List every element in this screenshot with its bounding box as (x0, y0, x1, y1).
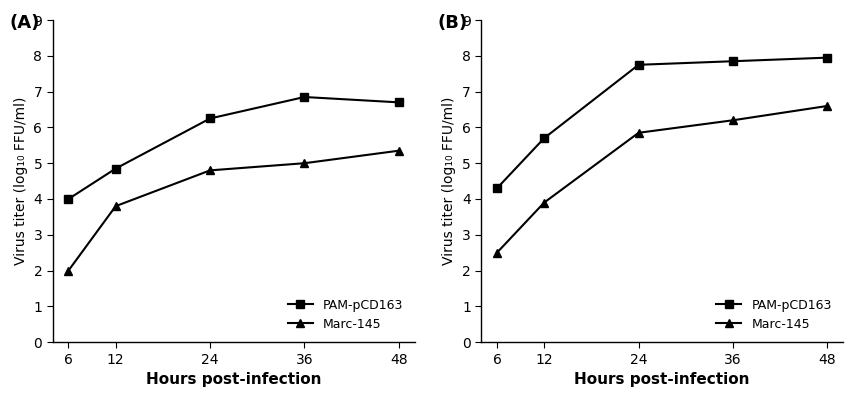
Legend: PAM-pCD163, Marc-145: PAM-pCD163, Marc-145 (283, 294, 409, 336)
PAM-pCD163 (393, 100, 404, 105)
PAM-pCD163 (539, 136, 549, 141)
Line: Marc-145: Marc-145 (64, 146, 403, 275)
PAM-pCD163 (63, 196, 74, 201)
Marc-145 (633, 130, 644, 135)
Legend: PAM-pCD163, Marc-145: PAM-pCD163, Marc-145 (711, 294, 837, 336)
Y-axis label: Virus titer (log₁₀ FFU/ml): Virus titer (log₁₀ FFU/ml) (442, 97, 457, 265)
Line: PAM-pCD163: PAM-pCD163 (493, 53, 831, 192)
Marc-145 (299, 161, 309, 166)
PAM-pCD163 (299, 95, 309, 99)
Text: (A): (A) (9, 14, 39, 32)
Marc-145 (393, 148, 404, 153)
Marc-145 (63, 268, 74, 273)
PAM-pCD163 (492, 186, 502, 190)
Y-axis label: Virus titer (log₁₀ FFU/ml): Virus titer (log₁₀ FFU/ml) (14, 97, 28, 265)
Marc-145 (822, 103, 832, 108)
PAM-pCD163 (633, 63, 644, 67)
PAM-pCD163 (205, 116, 215, 121)
X-axis label: Hours post-infection: Hours post-infection (146, 372, 321, 387)
Marc-145 (111, 204, 121, 209)
X-axis label: Hours post-infection: Hours post-infection (574, 372, 750, 387)
PAM-pCD163 (728, 59, 738, 64)
PAM-pCD163 (111, 166, 121, 171)
PAM-pCD163 (822, 55, 832, 60)
Line: PAM-pCD163: PAM-pCD163 (64, 93, 403, 203)
Line: Marc-145: Marc-145 (493, 102, 831, 257)
Marc-145 (492, 250, 502, 255)
Marc-145 (205, 168, 215, 173)
Text: (B): (B) (438, 14, 468, 32)
Marc-145 (728, 118, 738, 123)
Marc-145 (539, 200, 549, 205)
